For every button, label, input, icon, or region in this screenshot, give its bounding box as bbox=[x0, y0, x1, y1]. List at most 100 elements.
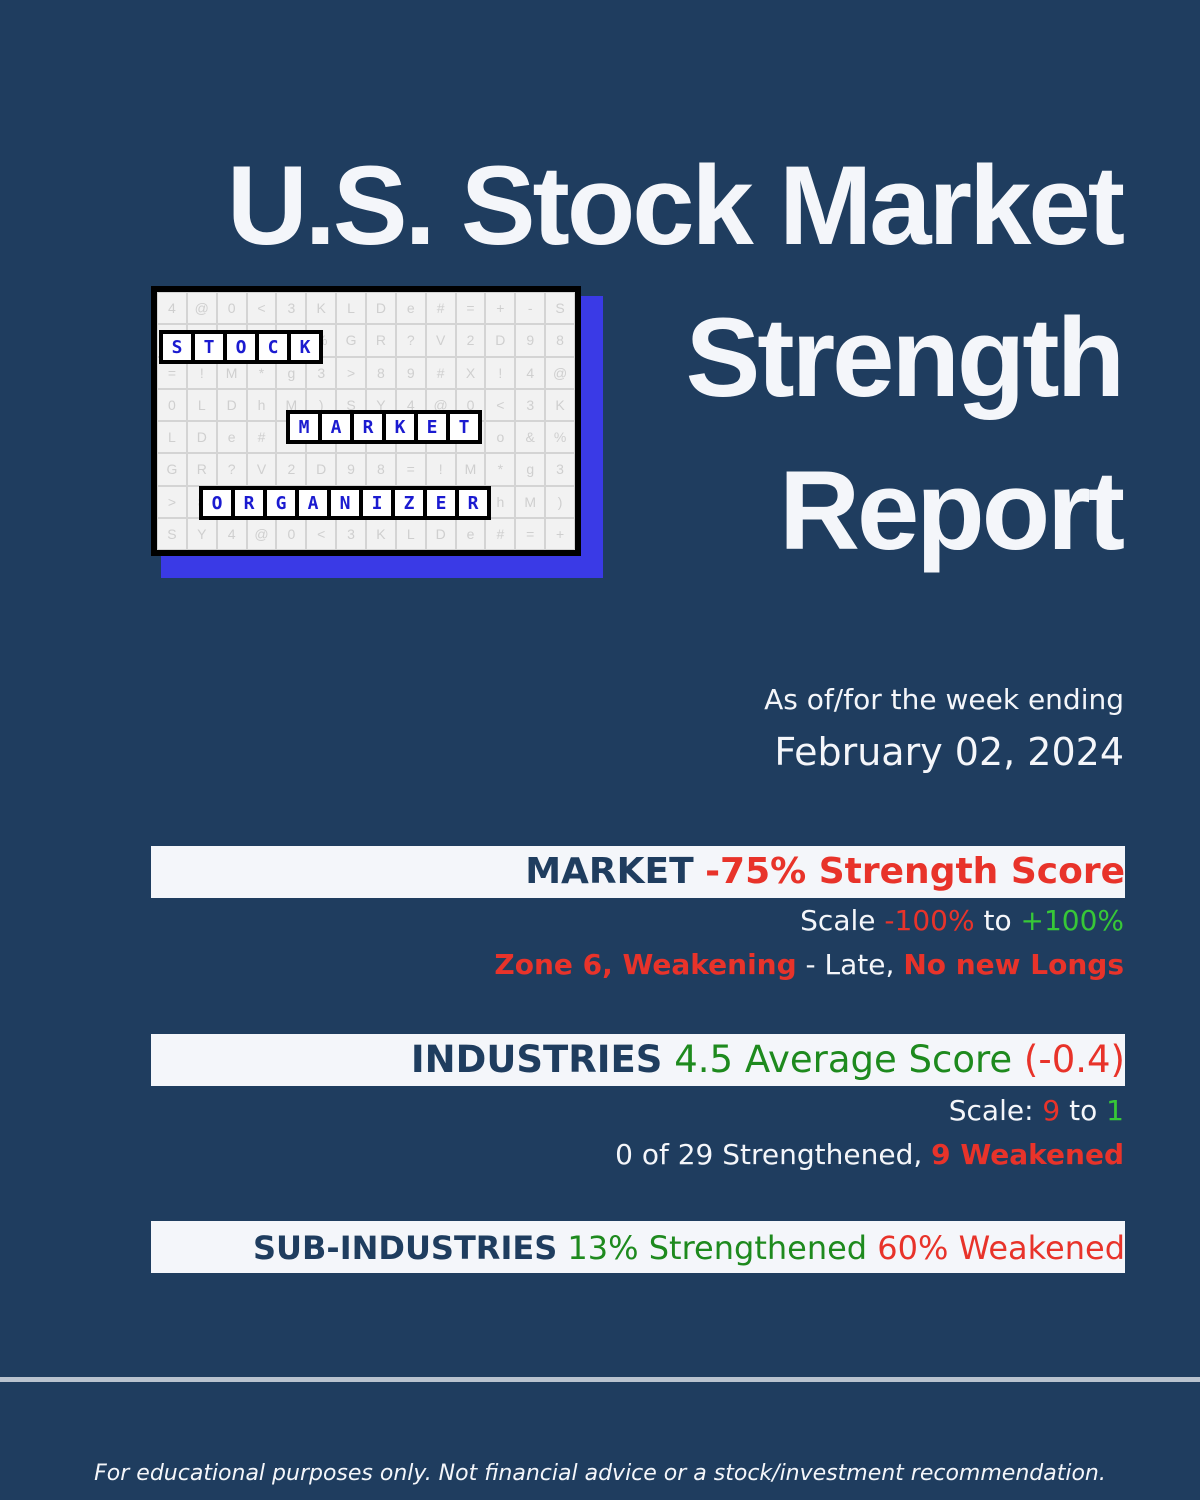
logo-grid-cell: = bbox=[395, 453, 426, 486]
logo-grid-cell: 9 bbox=[336, 453, 366, 486]
logo-grid-cell: R bbox=[366, 324, 396, 357]
logo-grid-cell: @ bbox=[545, 356, 575, 389]
market-zone-action: No new Longs bbox=[903, 948, 1124, 981]
logo-grid-cell: # bbox=[425, 292, 456, 325]
as-of-label: As of/for the week ending bbox=[764, 683, 1124, 716]
logo-grid-cell: + bbox=[545, 517, 575, 550]
logo-letter-tile: A bbox=[322, 414, 350, 440]
logo-letter-tile: K bbox=[386, 414, 414, 440]
logo-grid-cell: 8 bbox=[366, 356, 396, 389]
logo-letter-tile: R bbox=[354, 414, 382, 440]
market-scale-high: +100% bbox=[1020, 904, 1124, 937]
logo-grid-cell: ! bbox=[485, 356, 516, 389]
report-date: February 02, 2024 bbox=[774, 730, 1124, 774]
logo-letter-tile: T bbox=[195, 334, 223, 360]
industries-score-change: (-0.4) bbox=[1023, 1038, 1125, 1081]
logo-grid-cell: < bbox=[246, 292, 277, 325]
logo-grid-cell: < bbox=[485, 388, 516, 421]
logo-grid-cell: K bbox=[545, 388, 575, 421]
logo-grid-cell: K bbox=[366, 517, 396, 550]
market-zone-stage: - Late, bbox=[796, 948, 904, 981]
market-scale-low: -100% bbox=[884, 904, 975, 937]
logo-grid-cell: 4 bbox=[515, 356, 546, 389]
logo-grid-cell: V bbox=[425, 324, 456, 357]
logo-grid-cell: g bbox=[515, 453, 546, 486]
logo-grid-cell: 3 bbox=[515, 388, 546, 421]
industries-score-bar: INDUSTRIES 4.5 Average Score (-0.4) bbox=[151, 1034, 1125, 1086]
market-scale: Scale -100% to +100% bbox=[800, 904, 1124, 937]
sub-industries-label: SUB-INDUSTRIES bbox=[252, 1229, 558, 1267]
report-title-line-1: U.S. Stock Market bbox=[226, 143, 1125, 268]
logo-letter-tile: K bbox=[291, 334, 319, 360]
logo-grid-cell: e bbox=[455, 517, 486, 550]
logo-grid-cell: * bbox=[485, 453, 516, 486]
logo-letter-tile: Z bbox=[395, 490, 423, 516]
logo-grid-cell: 2 bbox=[276, 453, 307, 486]
logo-grid-cell: # bbox=[425, 356, 456, 389]
market-scale-to: to bbox=[983, 904, 1012, 937]
logo-grid-cell: 3 bbox=[336, 517, 366, 550]
industries-scale: Scale: 9 to 1 bbox=[949, 1094, 1124, 1127]
logo-grid-cell: L bbox=[395, 517, 426, 550]
logo-grid-cell: o bbox=[485, 421, 516, 454]
logo-letter-tile: E bbox=[418, 414, 446, 440]
market-score-bar: MARKET -75% Strength Score bbox=[151, 846, 1125, 898]
logo-letter-tile: C bbox=[259, 334, 287, 360]
logo-grid-cell: 2 bbox=[455, 324, 486, 357]
logo-grid-cell: S bbox=[157, 517, 187, 550]
industries-scale-low: 1 bbox=[1106, 1094, 1124, 1127]
logo-grid-cell: L bbox=[157, 421, 187, 454]
logo-letter-tile: A bbox=[299, 490, 327, 516]
logo-grid-cell: R bbox=[186, 453, 217, 486]
logo-grid-cell: ! bbox=[425, 453, 456, 486]
sub-industries-strengthened: 13% Strengthened bbox=[567, 1229, 868, 1267]
logo-grid-cell: > bbox=[157, 485, 187, 518]
logo-grid-cell: D bbox=[216, 388, 247, 421]
logo-letter-tile: I bbox=[363, 490, 391, 516]
logo-grid-cell: # bbox=[485, 517, 516, 550]
logo-grid-cell: 0 bbox=[157, 388, 187, 421]
logo-grid-cell: D bbox=[485, 324, 516, 357]
industries-label: INDUSTRIES bbox=[410, 1038, 663, 1081]
report-title-line-3: Report bbox=[779, 448, 1125, 573]
logo-grid-cell: @ bbox=[186, 292, 217, 325]
industries-scale-to: to bbox=[1069, 1094, 1098, 1127]
logo-letter-tile: E bbox=[427, 490, 455, 516]
logo-grid-cell: M bbox=[455, 453, 486, 486]
logo-letter-tile: O bbox=[227, 334, 255, 360]
logo-grid-cell: 0 bbox=[216, 292, 247, 325]
footer-divider bbox=[0, 1377, 1200, 1382]
logo-grid-cell: V bbox=[246, 453, 277, 486]
logo-letter-tile: G bbox=[267, 490, 295, 516]
logo-grid-cell: & bbox=[515, 421, 546, 454]
logo-grid-cell: @ bbox=[246, 517, 277, 550]
market-scale-prefix: Scale bbox=[800, 904, 876, 937]
logo-grid-cell: ? bbox=[395, 324, 426, 357]
market-strength-score: -75% Strength Score bbox=[705, 851, 1125, 892]
logo-grid-cell: M bbox=[515, 485, 546, 518]
logo-grid-cell: D bbox=[306, 453, 337, 486]
logo-grid-cell: # bbox=[246, 421, 277, 454]
market-zone-name: Zone 6, Weakening bbox=[494, 948, 797, 981]
logo-letter-tile: M bbox=[290, 414, 318, 440]
logo-grid-cell: h bbox=[246, 388, 277, 421]
logo-grid-cell: S bbox=[545, 292, 575, 325]
stock-market-organizer-logo: 4@0<3KLDe#=+-SMV?o&%GR?V2D98=!M*g3>89#X!… bbox=[151, 286, 603, 578]
logo-letter-tile: R bbox=[235, 490, 263, 516]
logo-grid-cell: = bbox=[515, 517, 546, 550]
logo-grid-cell: 0 bbox=[276, 517, 307, 550]
report-title-line-2: Strength bbox=[685, 295, 1125, 420]
disclaimer: For educational purposes only. Not finan… bbox=[94, 1461, 1106, 1486]
logo-grid-cell: D bbox=[186, 421, 217, 454]
logo-grid-cell: + bbox=[485, 292, 516, 325]
logo-grid-cell: 4 bbox=[157, 292, 187, 325]
logo-letter-tile: T bbox=[450, 414, 478, 440]
logo-grid-cell: 8 bbox=[545, 324, 575, 357]
sub-industries-bar: SUB-INDUSTRIES 13% Strengthened 60% Weak… bbox=[151, 1221, 1125, 1273]
logo-grid-cell: D bbox=[425, 517, 456, 550]
logo-letter-tile: O bbox=[203, 490, 231, 516]
logo-grid-cell: 9 bbox=[395, 356, 426, 389]
